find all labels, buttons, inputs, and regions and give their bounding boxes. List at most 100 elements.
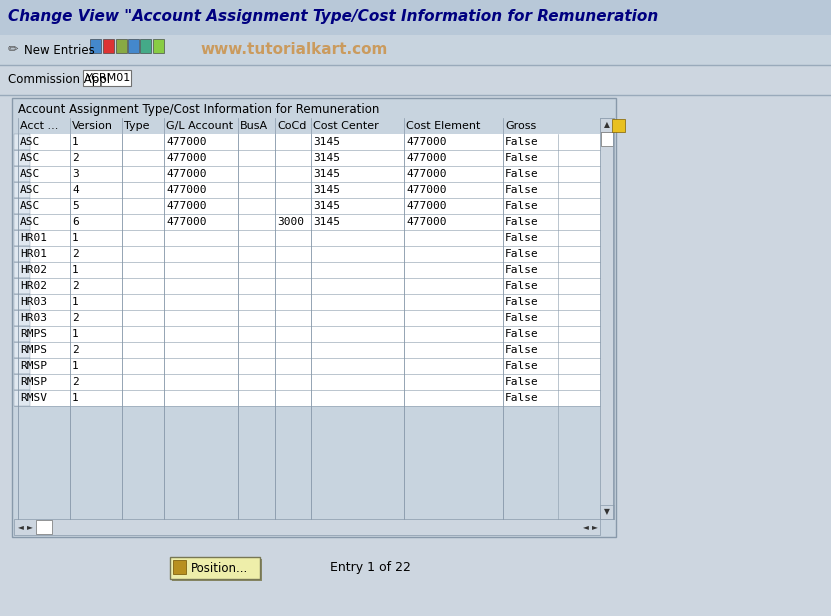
Text: 2: 2 [72, 313, 79, 323]
Text: ◄: ◄ [18, 522, 24, 532]
Text: False: False [505, 393, 538, 403]
Bar [600, 118, 614, 519]
Bar [14, 100, 614, 118]
Text: ►: ► [27, 522, 33, 532]
Bar [14, 310, 600, 326]
Text: ◄: ◄ [583, 522, 589, 532]
Text: Gross: Gross [505, 121, 536, 131]
Bar [83, 70, 131, 86]
Text: False: False [505, 297, 538, 307]
Text: 1: 1 [72, 233, 79, 243]
Text: 1: 1 [72, 297, 79, 307]
Text: ASC: ASC [20, 217, 40, 227]
Text: BusA: BusA [240, 121, 268, 131]
Bar [600, 505, 614, 519]
Text: CoCd: CoCd [277, 121, 307, 131]
Text: ASC: ASC [20, 137, 40, 147]
Text: ✏: ✏ [8, 44, 18, 57]
Text: ▼: ▼ [604, 508, 610, 516]
Bar [14, 310, 30, 326]
Text: False: False [505, 233, 538, 243]
Text: HR02: HR02 [20, 281, 47, 291]
Text: Account Assignment Type/Cost Information for Remuneration: Account Assignment Type/Cost Information… [18, 102, 380, 116]
Text: 1: 1 [72, 361, 79, 371]
Text: Version: Version [72, 121, 113, 131]
Text: ASC: ASC [20, 201, 40, 211]
Bar [14, 214, 30, 230]
Text: RMSV: RMSV [20, 393, 47, 403]
Bar [14, 150, 600, 166]
Text: 477000: 477000 [406, 185, 446, 195]
Text: 3145: 3145 [313, 153, 340, 163]
Bar [90, 39, 101, 53]
Text: False: False [505, 281, 538, 291]
Text: HR01: HR01 [20, 233, 47, 243]
Text: 477000: 477000 [166, 137, 206, 147]
Bar [14, 182, 30, 198]
Text: 4: 4 [72, 185, 79, 195]
Text: 477000: 477000 [406, 201, 446, 211]
Text: ►: ► [592, 522, 598, 532]
Bar [14, 166, 600, 182]
Bar [14, 198, 30, 214]
Text: 477000: 477000 [166, 153, 206, 163]
Text: 477000: 477000 [166, 169, 206, 179]
Text: False: False [505, 329, 538, 339]
Bar [14, 390, 30, 406]
Bar [14, 374, 600, 390]
Text: False: False [505, 153, 538, 163]
Text: False: False [505, 185, 538, 195]
Text: False: False [505, 169, 538, 179]
Bar [14, 182, 600, 198]
Bar [12, 98, 616, 537]
Text: Change View "Account Assignment Type/Cost Information for Remuneration: Change View "Account Assignment Type/Cos… [8, 9, 658, 25]
Text: 1: 1 [72, 137, 79, 147]
Text: Type: Type [124, 121, 150, 131]
Text: G/L Account: G/L Account [166, 121, 234, 131]
Text: False: False [505, 313, 538, 323]
Bar [601, 132, 613, 146]
Bar [14, 246, 600, 262]
Bar [14, 246, 30, 262]
Text: 2: 2 [72, 153, 79, 163]
Text: False: False [505, 249, 538, 259]
Text: 477000: 477000 [406, 169, 446, 179]
Text: 1: 1 [72, 265, 79, 275]
Bar [153, 39, 164, 53]
Text: ASC: ASC [20, 185, 40, 195]
Text: 2: 2 [72, 281, 79, 291]
Bar [14, 134, 30, 150]
Text: Position...: Position... [191, 562, 248, 575]
Text: 3145: 3145 [313, 185, 340, 195]
Bar [170, 557, 260, 579]
Text: False: False [505, 265, 538, 275]
Bar [116, 39, 127, 53]
Bar [14, 230, 600, 246]
Bar [14, 262, 30, 278]
Text: 3145: 3145 [313, 169, 340, 179]
Text: 1: 1 [72, 393, 79, 403]
Bar [14, 342, 30, 358]
Text: Acct ...: Acct ... [20, 121, 58, 131]
Text: False: False [505, 137, 538, 147]
Bar [14, 390, 600, 406]
Text: 3000: 3000 [277, 217, 304, 227]
Text: Commission Appl: Commission Appl [8, 73, 111, 86]
Bar [600, 118, 614, 132]
Bar [173, 560, 186, 574]
Bar [14, 294, 600, 310]
Bar [14, 166, 30, 182]
Bar [14, 230, 30, 246]
Text: 2: 2 [72, 345, 79, 355]
Text: ▲: ▲ [604, 121, 610, 129]
Bar [14, 278, 30, 294]
Bar [0, 35, 831, 65]
Text: 5: 5 [72, 201, 79, 211]
Text: 3: 3 [72, 169, 79, 179]
Bar [14, 214, 600, 230]
Text: 477000: 477000 [406, 217, 446, 227]
Text: RMSP: RMSP [20, 377, 47, 387]
Text: HR03: HR03 [20, 297, 47, 307]
Text: False: False [505, 377, 538, 387]
Text: Cost Element: Cost Element [406, 121, 480, 131]
